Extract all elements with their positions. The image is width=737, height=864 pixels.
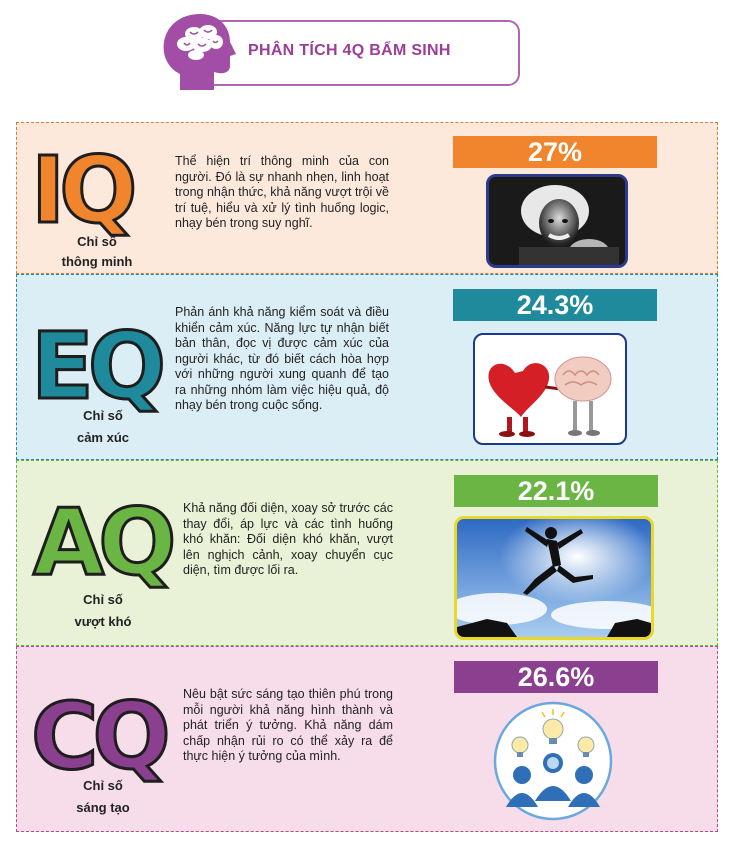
section-eq: EQ Chỉ số cảm xúc Phản ánh khả năng kiểm… bbox=[16, 274, 718, 460]
section-aq: AQ Chỉ số vượt khó Khả năng đối diện, xo… bbox=[16, 460, 718, 646]
einstein-photo bbox=[486, 174, 628, 268]
label-line2: cảm xúc bbox=[76, 430, 130, 445]
header-banner bbox=[198, 20, 520, 86]
percent-bar: 24.3% bbox=[453, 289, 657, 321]
code-letters: CQ bbox=[30, 683, 173, 790]
label-line1: Chỉ số bbox=[83, 592, 123, 607]
section-iq: IQ Chỉ số thông minh Thể hiện trí thông … bbox=[16, 122, 718, 274]
percent-bar: 27% bbox=[453, 136, 657, 168]
lightbulb-team-icon bbox=[493, 701, 613, 821]
head-brain-icon bbox=[163, 14, 236, 90]
label-line1: Chỉ số bbox=[83, 408, 123, 423]
label-line1: Chỉ số bbox=[77, 234, 117, 249]
percent-bar: 22.1% bbox=[454, 475, 658, 507]
label-line2: sáng tạo bbox=[76, 800, 130, 815]
section-cq: CQ Chỉ số sáng tạo Nêu bật sức sáng tạo … bbox=[16, 646, 718, 832]
percent-bar: 26.6% bbox=[454, 661, 658, 693]
label-line2: thông minh bbox=[61, 254, 133, 269]
jumping-man-photo bbox=[454, 516, 654, 640]
label-line2: vượt khó bbox=[74, 614, 132, 629]
code-letters: IQ bbox=[29, 137, 138, 244]
code-letters: AQ bbox=[31, 489, 177, 596]
header: PHÂN TÍCH 4Q BẨM SINH bbox=[158, 12, 520, 90]
code-letters: EQ bbox=[29, 313, 167, 420]
description: Nêu bật sức sáng tạo thiên phú trong mỗi… bbox=[183, 687, 393, 763]
page-title: PHÂN TÍCH 4Q BẨM SINH bbox=[248, 42, 451, 59]
description: Phản ánh khả năng kiểm soát và điều khiể… bbox=[175, 305, 389, 412]
description: Thể hiện trí thông minh của con người. Đ… bbox=[175, 154, 389, 230]
heart-brain-photo bbox=[473, 333, 627, 445]
description: Khả năng đối diện, xoay sở trước các tha… bbox=[183, 501, 393, 577]
label-line1: Chỉ số bbox=[83, 778, 123, 793]
